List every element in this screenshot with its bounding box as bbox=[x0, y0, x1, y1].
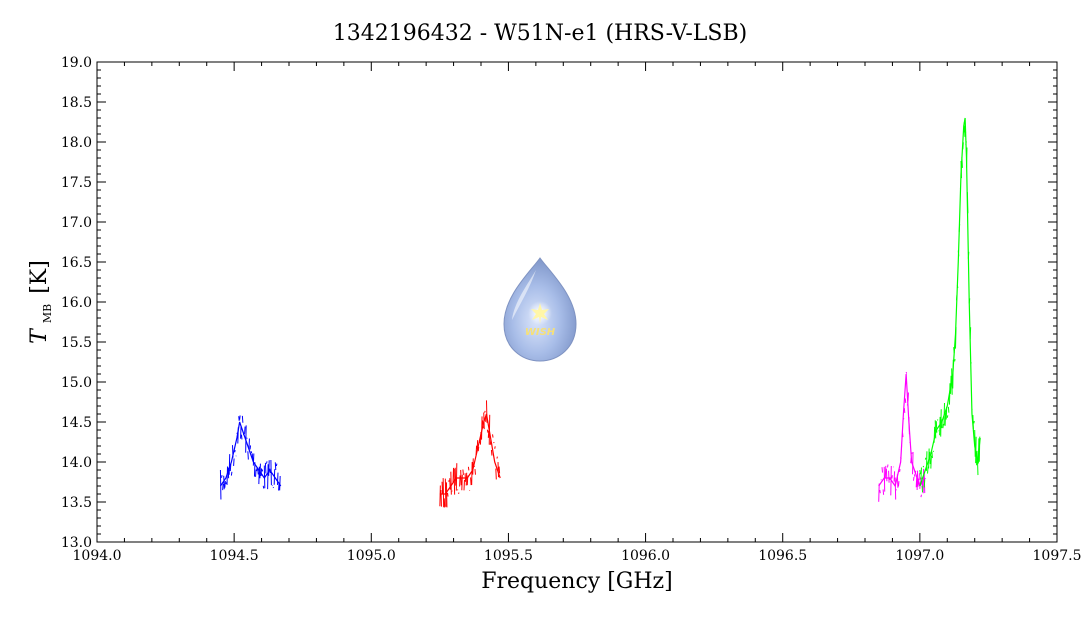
series-line-3 bbox=[919, 117, 981, 487]
ticks-layer bbox=[96, 61, 1058, 543]
y-tick-label: 18.5 bbox=[61, 95, 92, 111]
x-tick-label: 1096.0 bbox=[621, 548, 670, 564]
x-tick-label: 1094.5 bbox=[210, 548, 259, 564]
y-axis-label-unit: [K] bbox=[27, 260, 52, 294]
series-noise-0 bbox=[219, 415, 281, 500]
series-3 bbox=[919, 117, 981, 493]
x-axis-label: Frequency [GHz] bbox=[481, 569, 673, 594]
x-tick-label: 1096.5 bbox=[758, 548, 807, 564]
y-tick-label: 17.0 bbox=[61, 215, 92, 231]
y-tick-label: 17.5 bbox=[61, 175, 92, 191]
y-tick-label: 15.5 bbox=[61, 335, 92, 351]
y-tick-label: 15.0 bbox=[61, 375, 92, 391]
y-tick-label: 14.0 bbox=[61, 455, 92, 471]
y-axis-label-sub: MB bbox=[41, 304, 54, 323]
y-tick-label: 13.0 bbox=[61, 535, 92, 551]
y-tick-label: 16.5 bbox=[61, 255, 92, 271]
x-tick-label: 1095.0 bbox=[347, 548, 396, 564]
series-noise-1 bbox=[439, 400, 501, 508]
logo-text: WISH bbox=[525, 327, 556, 338]
y-tick-labels: 13.0 13.5 14.0 14.5 15.0 15.5 16.0 16.5 17.0 17.5… bbox=[61, 55, 92, 551]
y-tick-label: 19.0 bbox=[61, 55, 92, 71]
x-tick-label: 1097.0 bbox=[895, 548, 944, 564]
x-tick-label: 1095.5 bbox=[484, 548, 533, 564]
y-tick-label: 13.5 bbox=[61, 495, 92, 511]
drop-highlight bbox=[512, 270, 536, 320]
series-noise-2 bbox=[878, 371, 926, 502]
series-2 bbox=[878, 371, 926, 502]
series-line-1 bbox=[439, 413, 501, 495]
series-1 bbox=[439, 400, 501, 508]
y-tick-label: 14.5 bbox=[61, 415, 92, 431]
series-noise-3 bbox=[919, 122, 981, 493]
y-axis-label: T MB [K] bbox=[27, 260, 55, 344]
x-tick-labels: 1094.0 1094.5 1095.0 1095.5 1096.0 1096.5 1097… bbox=[73, 548, 1081, 564]
x-tick-label: 1097.5 bbox=[1033, 548, 1081, 564]
series-0 bbox=[219, 415, 282, 500]
y-tick-label: 16.0 bbox=[61, 295, 92, 311]
chart-title: 1342196432 - W51N-e1 (HRS-V-LSB) bbox=[333, 21, 747, 46]
star-icon bbox=[531, 303, 549, 324]
y-axis-label-main: T bbox=[27, 327, 52, 344]
wish-logo: WISH bbox=[503, 257, 577, 362]
y-tick-label: 18.0 bbox=[61, 135, 92, 151]
series-layer bbox=[219, 117, 981, 508]
svg-text:T MB [K]: T MB [K] bbox=[27, 260, 55, 344]
x-tick-label: 1094.0 bbox=[73, 548, 122, 564]
